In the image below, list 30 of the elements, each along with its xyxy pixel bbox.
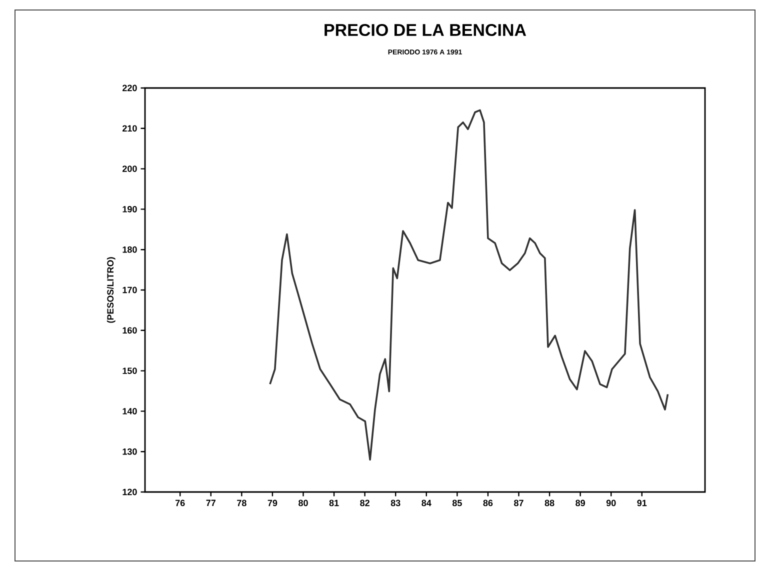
- x-tick-label: 90: [606, 500, 616, 506]
- x-tick-label: 80: [298, 500, 308, 506]
- y-tick-label: 160: [122, 327, 137, 334]
- y-tick-label: 190: [122, 206, 137, 212]
- chart-title: PRECIO DE LA BENCINA: [324, 24, 526, 36]
- x-tick-label: 85: [452, 500, 462, 506]
- y-tick-label: 180: [122, 246, 137, 253]
- x-tick-label: 79: [268, 500, 278, 506]
- x-tick-label: 82: [360, 500, 370, 506]
- x-tick-label: 81: [329, 500, 339, 506]
- y-tick-label: 220: [122, 84, 137, 92]
- x-tick-label: 86: [483, 500, 493, 506]
- y-tick-label: 150: [122, 368, 137, 374]
- y-tick-label: 210: [122, 125, 137, 132]
- x-tick-label: 87: [514, 500, 524, 506]
- y-tick-label: 200: [122, 166, 137, 172]
- y-tick-label: 120: [122, 488, 137, 496]
- y-tick-label: 140: [122, 408, 137, 414]
- x-tick-label: 84: [422, 500, 432, 506]
- x-tick-label: 77: [206, 500, 216, 506]
- y-tick-label: 130: [122, 448, 137, 455]
- line-series: [269, 109, 669, 461]
- x-tick-label: 89: [576, 500, 585, 506]
- x-tick-label: 88: [544, 500, 554, 506]
- x-tick-label: 78: [237, 500, 246, 506]
- x-tick-label: 83: [390, 500, 400, 506]
- x-tick-label: 91: [637, 500, 647, 506]
- y-axis-title: (PESOS/LITRO): [106, 257, 116, 323]
- y-tick-label: 170: [122, 286, 137, 294]
- x-tick-label: 76: [175, 500, 185, 506]
